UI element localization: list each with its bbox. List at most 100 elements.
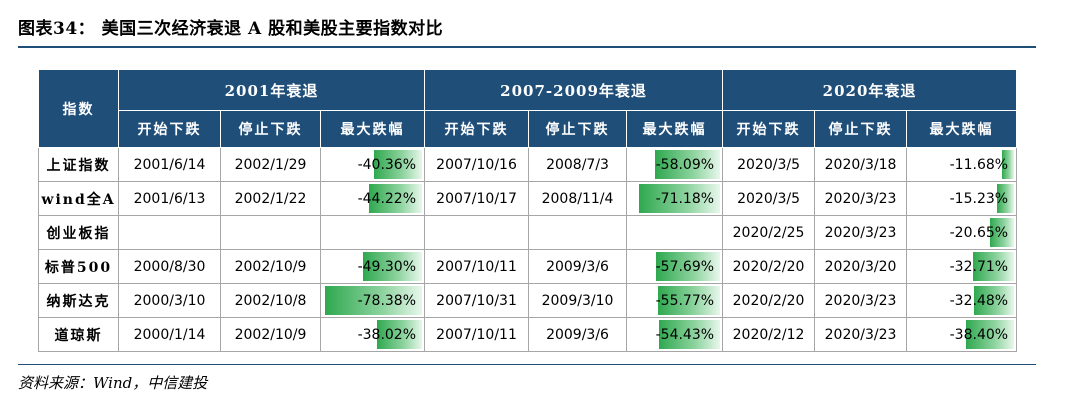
index-name: 创业板指 xyxy=(38,215,119,250)
max-drawdown-cell: -40.36% xyxy=(319,147,426,182)
sub-header: 开始下跌 xyxy=(722,110,816,148)
table-row: 道琼斯 2000/1/14 2002/10/9 -38.02% 2007/10/11 20… xyxy=(38,317,1018,352)
start-date-cell: 2020/2/12 xyxy=(722,317,816,352)
drawdown-bar xyxy=(973,252,1015,281)
index-name: 标普500 xyxy=(38,249,119,284)
sub-header: 停止下跌 xyxy=(220,110,321,148)
drawdown-bar xyxy=(659,320,721,349)
table-row: 标普500 2000/8/30 2002/10/9 -49.30% 2007/10/11… xyxy=(38,249,1018,284)
sub-header: 开始下跌 xyxy=(118,110,221,148)
end-date-cell: 2002/10/8 xyxy=(220,283,321,318)
end-date-cell: 2020/3/23 xyxy=(814,317,908,352)
end-date-cell: 2020/3/18 xyxy=(814,147,908,182)
end-date-cell: 2020/3/23 xyxy=(814,181,908,216)
period-header: 2001年衰退 xyxy=(117,69,426,111)
start-date-cell: 2007/10/11 xyxy=(424,249,530,284)
table-row: wind全A 2001/6/13 2002/1/22 -44.22% 2007/10/1… xyxy=(38,181,1018,216)
max-drawdown-cell: -44.22% xyxy=(319,181,426,216)
table-row: 创业板指 2020/2/25 2020/3/23 -20.65% xyxy=(38,215,1018,250)
max-drawdown-cell: -54.43% xyxy=(626,317,724,352)
table-row: 上证指数 2001/6/14 2002/1/29 -40.36% 2007/10/16 2… xyxy=(38,147,1018,182)
end-date-cell: 2002/10/9 xyxy=(220,317,321,352)
period-header: 2020年衰退 xyxy=(722,69,1018,111)
drawdown-bar xyxy=(997,184,1015,213)
drawdown-bar xyxy=(374,150,423,179)
end-date-cell: 2009/3/6 xyxy=(528,317,628,352)
drawdown-value: -78.38% xyxy=(357,292,417,309)
start-date-cell: 2020/3/5 xyxy=(722,181,816,216)
max-drawdown-cell xyxy=(319,215,426,250)
end-date-cell: 2020/3/23 xyxy=(814,215,908,250)
drawdown-value: -38.40% xyxy=(949,326,1009,343)
drawdown-bar xyxy=(377,320,423,349)
end-date-cell: 2020/3/20 xyxy=(814,249,908,284)
start-date-cell: 2007/10/17 xyxy=(424,181,530,216)
drawdown-bar xyxy=(369,184,423,213)
drawdown-bar xyxy=(325,286,423,315)
start-date-cell xyxy=(424,215,530,250)
sub-header: 开始下跌 xyxy=(424,110,530,148)
end-date-cell: 2020/3/23 xyxy=(814,283,908,318)
start-date-cell: 2020/2/20 xyxy=(722,249,816,284)
bottom-rule xyxy=(18,364,1036,365)
sub-header-row: 开始下跌 停止下跌 最大跌幅 开始下跌 停止下跌 最大跌幅 开始下跌 停止下跌 最大跌幅 xyxy=(39,110,1018,148)
index-name: 上证指数 xyxy=(38,147,119,182)
recession-comparison-table: 指数 2001年衰退 2007-2009年衰退 2020年衰退 开始下跌 停止下跌… xyxy=(38,69,1018,352)
start-date-cell: 2007/10/31 xyxy=(424,283,530,318)
drawdown-value: -71.18% xyxy=(655,190,715,207)
start-date-cell: 2007/10/11 xyxy=(424,317,530,352)
period-header: 2007-2009年衰退 xyxy=(424,69,724,111)
drawdown-bar xyxy=(1002,150,1015,179)
drawdown-value: -32.71% xyxy=(949,258,1009,275)
end-date-cell: 2002/1/29 xyxy=(220,147,321,182)
table-body: 上证指数 2001/6/14 2002/1/29 -40.36% 2007/10/16 2… xyxy=(38,147,1018,352)
drawdown-value: -49.30% xyxy=(357,258,417,275)
drawdown-bar xyxy=(639,184,721,213)
drawdown-bar xyxy=(973,286,1015,315)
end-date-cell: 2008/11/4 xyxy=(528,181,628,216)
sub-header: 最大跌幅 xyxy=(319,110,426,148)
drawdown-bar xyxy=(965,320,1015,349)
drawdown-value: -20.65% xyxy=(949,224,1009,241)
drawdown-bar xyxy=(657,286,721,315)
max-drawdown-cell: -15.23% xyxy=(906,181,1018,216)
max-drawdown-cell: -38.02% xyxy=(319,317,426,352)
index-name: wind全A xyxy=(38,181,119,216)
start-date-cell: 2000/1/14 xyxy=(118,317,221,352)
max-drawdown-cell: -57.69% xyxy=(626,249,724,284)
page-title: 图表34： 美国三次经济衰退 A 股和美股主要指数对比 xyxy=(18,19,444,39)
max-drawdown-cell xyxy=(626,215,724,250)
max-drawdown-cell: -71.18% xyxy=(626,181,724,216)
max-drawdown-cell: -32.71% xyxy=(906,249,1018,284)
start-date-cell: 2000/8/30 xyxy=(118,249,221,284)
drawdown-value: -32.48% xyxy=(949,292,1009,309)
end-date-cell: 2009/3/10 xyxy=(528,283,628,318)
start-date-cell: 2020/2/20 xyxy=(722,283,816,318)
max-drawdown-cell: -58.09% xyxy=(626,147,724,182)
table-row: 纳斯达克 2000/3/10 2002/10/8 -78.38% 2007/10/31 2… xyxy=(38,283,1018,318)
end-date-cell xyxy=(220,215,321,250)
drawdown-value: -58.09% xyxy=(655,156,715,173)
start-date-cell: 2020/2/25 xyxy=(722,215,816,250)
drawdown-value: -44.22% xyxy=(357,190,417,207)
drawdown-bar xyxy=(655,252,721,281)
drawdown-value: -54.43% xyxy=(655,326,715,343)
start-date-cell: 2020/3/5 xyxy=(722,147,816,182)
drawdown-value: -40.36% xyxy=(357,156,417,173)
drawdown-bar xyxy=(655,150,721,179)
max-drawdown-cell: -55.77% xyxy=(626,283,724,318)
top-rule xyxy=(18,46,1036,48)
drawdown-value: -57.69% xyxy=(655,258,715,275)
end-date-cell: 2009/3/6 xyxy=(528,249,628,284)
index-header: 指数 xyxy=(38,69,119,148)
start-date-cell xyxy=(118,215,221,250)
sub-header: 最大跌幅 xyxy=(906,110,1018,148)
end-date-cell: 2008/7/3 xyxy=(528,147,628,182)
start-date-cell: 2007/10/16 xyxy=(424,147,530,182)
end-date-cell: 2002/1/22 xyxy=(220,181,321,216)
max-drawdown-cell: -38.40% xyxy=(906,317,1018,352)
index-name: 道琼斯 xyxy=(38,317,119,352)
start-date-cell: 2000/3/10 xyxy=(118,283,221,318)
drawdown-bar xyxy=(362,252,423,281)
drawdown-value: -38.02% xyxy=(357,326,417,343)
